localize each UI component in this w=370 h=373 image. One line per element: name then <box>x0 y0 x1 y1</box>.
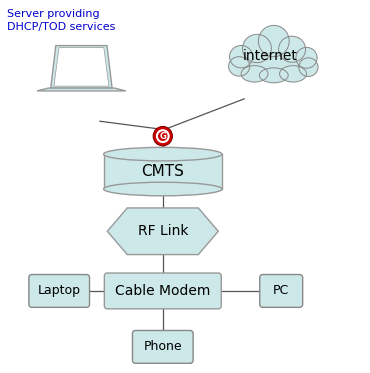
Ellipse shape <box>229 46 253 68</box>
FancyBboxPatch shape <box>29 275 90 307</box>
Text: Phone: Phone <box>144 341 182 353</box>
Ellipse shape <box>104 182 222 196</box>
Text: Server providing
DHCP/TOD services: Server providing DHCP/TOD services <box>7 9 116 32</box>
FancyBboxPatch shape <box>104 273 221 309</box>
Polygon shape <box>51 46 112 88</box>
Ellipse shape <box>280 66 306 82</box>
Polygon shape <box>107 208 218 254</box>
Text: internet: internet <box>243 49 297 63</box>
Circle shape <box>156 129 170 143</box>
Ellipse shape <box>104 147 222 161</box>
Text: RF Link: RF Link <box>138 224 188 238</box>
Ellipse shape <box>299 58 318 76</box>
Circle shape <box>158 131 168 141</box>
Text: Cable Modem: Cable Modem <box>115 284 211 298</box>
Ellipse shape <box>241 66 268 82</box>
Text: Laptop: Laptop <box>38 285 81 297</box>
Ellipse shape <box>279 36 306 62</box>
Ellipse shape <box>247 37 300 82</box>
Polygon shape <box>104 154 222 189</box>
Ellipse shape <box>258 25 289 57</box>
Text: G: G <box>160 132 166 141</box>
Ellipse shape <box>259 68 288 83</box>
Text: CMTS: CMTS <box>141 164 184 179</box>
Polygon shape <box>37 88 126 91</box>
Ellipse shape <box>296 47 317 68</box>
Text: PC: PC <box>273 285 289 297</box>
Circle shape <box>153 126 172 146</box>
Polygon shape <box>54 47 109 86</box>
Ellipse shape <box>229 57 250 76</box>
Ellipse shape <box>243 34 272 63</box>
FancyBboxPatch shape <box>260 275 303 307</box>
FancyBboxPatch shape <box>132 330 193 363</box>
